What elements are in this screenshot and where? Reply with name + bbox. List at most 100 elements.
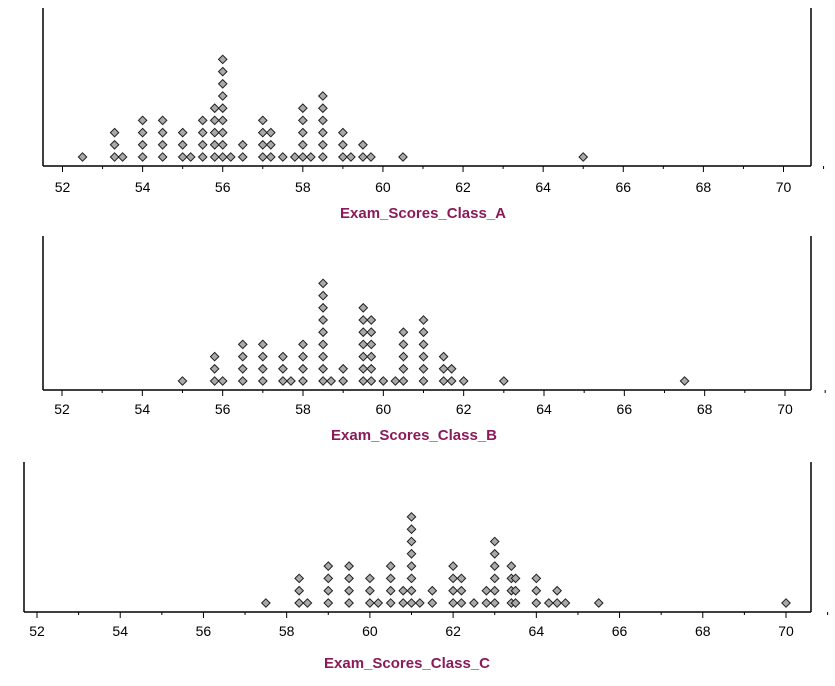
data-dot — [317, 152, 328, 162]
data-dot — [318, 278, 328, 289]
data-dot — [217, 91, 228, 101]
data-dot — [209, 152, 220, 162]
data-dot — [438, 351, 449, 362]
data-dot — [398, 363, 409, 374]
data-dot — [593, 598, 604, 608]
data-dot — [217, 66, 228, 77]
data-dot — [406, 585, 417, 596]
data-dot — [323, 561, 334, 572]
x-axis-title: Exam_Scores_Class_C — [324, 655, 490, 672]
data-dot — [398, 351, 409, 362]
data-dot — [265, 127, 276, 138]
data-dot — [265, 139, 276, 150]
data-dot — [560, 598, 571, 608]
x-tick-label: 56 — [215, 179, 231, 195]
data-dot — [358, 139, 368, 150]
data-dot — [531, 585, 542, 596]
data-dot — [298, 351, 308, 362]
data-dot — [117, 152, 128, 162]
x-tick-label: 52 — [29, 623, 45, 639]
x-tick-label: 62 — [456, 401, 472, 417]
data-dot — [237, 139, 248, 150]
x-tick-label: 58 — [279, 623, 295, 639]
x-tick-label: 54 — [135, 401, 151, 417]
data-dot — [448, 573, 459, 584]
x-tick-label: 70 — [778, 623, 794, 639]
data-dot — [489, 536, 500, 547]
x-tick-label: 68 — [696, 179, 712, 195]
data-dot — [418, 351, 429, 362]
data-dot — [448, 598, 459, 608]
data-dot — [456, 573, 467, 584]
data-dot — [448, 561, 459, 572]
data-dot — [298, 376, 308, 386]
data-dot — [298, 363, 308, 374]
data-dot — [552, 585, 563, 596]
data-dot — [366, 376, 377, 386]
data-dot — [318, 290, 328, 301]
data-dot — [177, 376, 188, 386]
data-dot — [337, 139, 348, 150]
data-dot — [317, 91, 328, 101]
x-tick-label: 68 — [697, 401, 713, 417]
data-dot — [260, 598, 271, 608]
data-dot — [489, 585, 500, 596]
data-dot — [398, 339, 409, 350]
x-axis-ticks: 52 54 56 58 60 62 64 66 68 70 — [29, 612, 829, 639]
dot-plot-class-c-svg: 52 54 56 58 60 62 64 66 68 70 Exam_Scores_Class_C — [23, 462, 829, 672]
data-dot — [390, 376, 401, 386]
data-dot — [294, 585, 305, 596]
data-dots — [77, 54, 589, 162]
data-dot — [418, 315, 429, 325]
data-dot — [257, 139, 268, 150]
data-dot — [366, 327, 377, 338]
data-dot — [552, 598, 563, 608]
data-dot — [406, 561, 417, 572]
data-dot — [323, 585, 334, 596]
data-dot — [297, 115, 308, 126]
data-dot — [398, 598, 409, 608]
data-dot — [237, 363, 248, 374]
data-dot — [438, 363, 449, 374]
data-dot — [489, 561, 500, 572]
data-dot — [217, 127, 228, 138]
dot-plot-class-b-svg: 52 54 56 58 60 62 64 66 68 70 Exam_Scores_Class_B — [42, 236, 826, 444]
data-dot — [289, 152, 300, 162]
data-dot — [217, 376, 228, 386]
data-dot — [302, 598, 313, 608]
data-dot — [185, 152, 196, 162]
data-dot — [358, 376, 369, 386]
data-dot — [257, 339, 268, 350]
data-dot — [137, 127, 148, 138]
data-dot — [385, 585, 396, 596]
data-dot — [77, 152, 88, 162]
x-tick-label: 62 — [455, 179, 471, 195]
data-dot — [364, 573, 375, 584]
data-dot — [358, 302, 369, 313]
x-axis-ticks: 52 54 56 58 60 62 64 66 68 70 — [55, 166, 825, 195]
data-dot — [438, 376, 449, 386]
data-dot — [364, 585, 375, 596]
data-dot — [286, 376, 296, 386]
data-dot — [385, 573, 396, 584]
data-dot — [257, 115, 268, 126]
data-dot — [197, 115, 208, 126]
data-dot — [358, 152, 368, 162]
data-dot — [317, 127, 328, 138]
x-axis-ticks: 52 54 56 58 60 62 64 66 68 70 — [54, 390, 826, 417]
data-dot — [209, 127, 220, 138]
data-dot — [109, 139, 120, 150]
data-dot — [406, 573, 417, 584]
data-dot — [297, 103, 308, 114]
data-dot — [406, 524, 417, 535]
data-dot — [257, 127, 268, 138]
data-dot — [157, 115, 168, 126]
data-dot — [366, 351, 377, 362]
x-tick-label: 66 — [612, 623, 628, 639]
data-dot — [318, 376, 328, 386]
data-dot — [378, 376, 389, 386]
data-dot — [358, 315, 369, 325]
data-dot — [489, 598, 500, 608]
data-dot — [137, 115, 148, 126]
